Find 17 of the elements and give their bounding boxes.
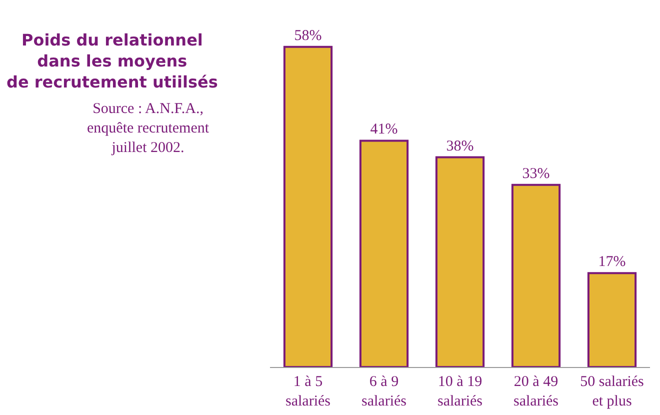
data-label: 58% [294,28,322,44]
data-label: 33% [522,166,550,182]
bar [435,156,485,367]
bar [587,272,637,367]
x-tick-label: 1 à 5 salariés [286,374,331,410]
bar [511,184,561,367]
x-tick-label: 10 à 19 salariés [438,374,483,410]
data-label: 38% [446,138,474,154]
x-tick-label: 50 salariés et plus [580,374,644,410]
x-tick-label: 20 à 49 salariés [514,374,559,410]
data-label: 17% [598,254,626,270]
x-tick-label: 6 à 9 salariés [362,374,407,410]
bar [359,140,409,367]
data-label: 41% [370,122,398,138]
text: Poids du relationnel dans les moyens de recrutement utiilsés [6,30,218,92]
bar [283,46,333,367]
source-note: Source : A.N.F.A., enquête recrutement juillet 2002. [87,101,210,156]
